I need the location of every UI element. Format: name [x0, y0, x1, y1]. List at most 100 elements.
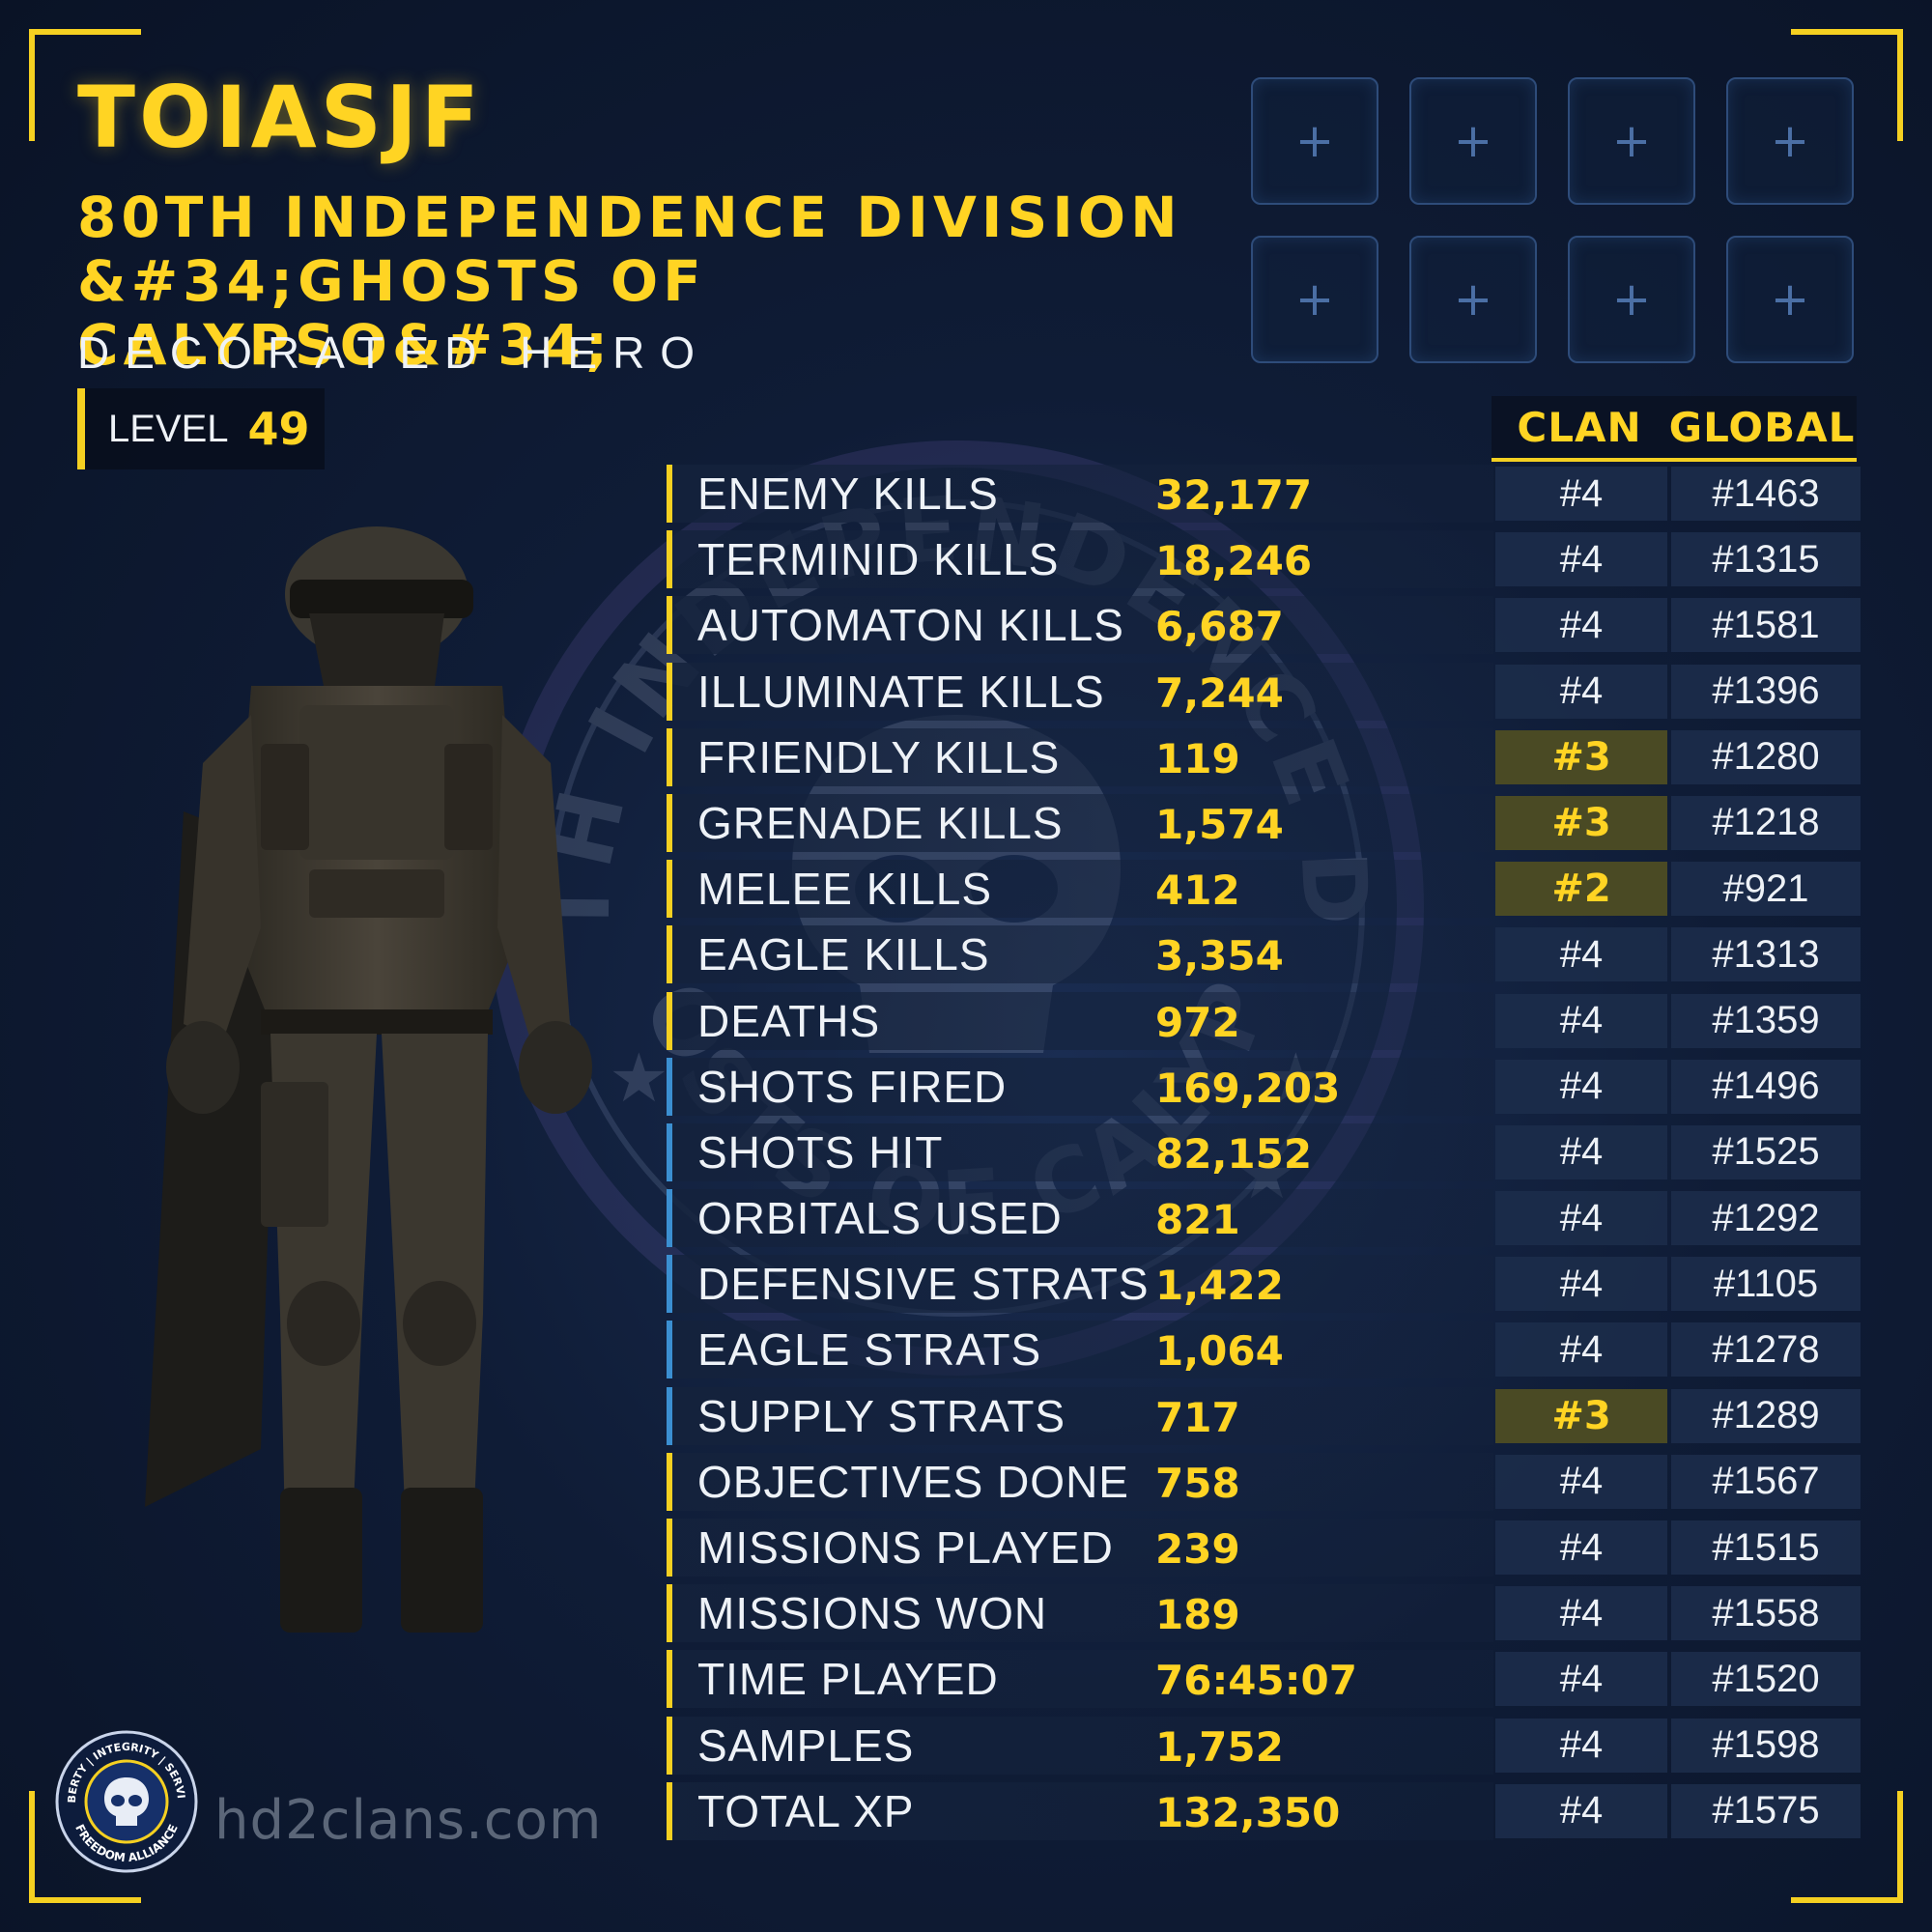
medal-slot-5[interactable]: +	[1251, 236, 1378, 363]
stat-value: 7,244	[1155, 668, 1284, 717]
stat-accent-bar	[667, 793, 672, 852]
stat-clan-rank: #4	[1495, 1586, 1667, 1641]
medal-slot-1[interactable]: +	[1251, 77, 1378, 205]
stat-name: OBJECTIVES DONE	[697, 1456, 1129, 1507]
stat-name: MISSIONS PLAYED	[697, 1522, 1114, 1573]
stat-name: TERMINID KILLS	[697, 534, 1060, 585]
stat-clan-rank: #4	[1495, 1454, 1667, 1509]
stat-global-rank: #1280	[1671, 729, 1861, 784]
stat-clan-rank: #4	[1495, 1124, 1667, 1179]
stat-clan-rank: #4	[1495, 1059, 1667, 1114]
player-rank-title: DECORATED HERO	[77, 327, 711, 378]
stat-accent-bar	[667, 1321, 672, 1379]
medal-slot-8[interactable]: +	[1726, 236, 1854, 363]
stat-row-background	[672, 1650, 1493, 1709]
stat-row: TERMINID KILLS 18,246 #4 #1315	[667, 526, 1864, 592]
stat-row-background	[672, 1057, 1493, 1116]
stat-global-rank: #1558	[1671, 1586, 1861, 1641]
stat-accent-bar	[667, 1386, 672, 1445]
stat-name: ENEMY KILLS	[697, 469, 999, 519]
stat-row-background	[672, 860, 1493, 919]
stat-value: 119	[1155, 734, 1240, 782]
stat-global-rank: #1105	[1671, 1257, 1861, 1312]
stat-name: MISSIONS WON	[697, 1588, 1048, 1639]
stat-value: 132,350	[1155, 1788, 1341, 1836]
stat-global-rank: #1289	[1671, 1388, 1861, 1443]
stat-global-rank: #1598	[1671, 1718, 1861, 1773]
stat-global-rank: #921	[1671, 862, 1861, 917]
stat-accent-bar	[667, 1650, 672, 1709]
stat-value: 6,687	[1155, 603, 1284, 651]
stat-row: TOTAL XP 132,350 #4 #1575	[667, 1778, 1864, 1844]
frame-corner-bottom-right	[1791, 1791, 1903, 1903]
stat-clan-rank: #4	[1495, 1191, 1667, 1246]
stat-name: GRENADE KILLS	[697, 797, 1064, 848]
stat-row: MISSIONS WON 189 #4 #1558	[667, 1580, 1864, 1646]
stat-value: 1,422	[1155, 1262, 1284, 1310]
stat-row: ILLUMINATE KILLS 7,244 #4 #1396	[667, 659, 1864, 724]
stat-name: ORBITALS USED	[697, 1193, 1063, 1244]
stat-name: SAMPLES	[697, 1719, 915, 1771]
stat-clan-rank: #4	[1495, 467, 1667, 521]
stat-row-background	[672, 1452, 1493, 1511]
stat-name: FRIENDLY KILLS	[697, 731, 1061, 782]
stat-global-rank: #1278	[1671, 1322, 1861, 1378]
medal-slot-6[interactable]: +	[1409, 236, 1537, 363]
clan-name: 80TH INDEPENDENCE DIVISION &#34;GHOSTS O…	[77, 185, 1182, 378]
stat-row-background	[672, 530, 1493, 589]
stat-value: 18,246	[1155, 537, 1313, 585]
stat-row: EAGLE KILLS 3,354 #4 #1313	[667, 922, 1864, 987]
stat-value: 76:45:07	[1155, 1657, 1357, 1705]
stat-value: 3,354	[1155, 932, 1284, 980]
column-header-clan-label: CLAN	[1517, 403, 1642, 451]
site-url[interactable]: hd2clans.com	[214, 1789, 603, 1852]
medal-slot-2[interactable]: +	[1409, 77, 1537, 205]
stat-row: FRIENDLY KILLS 119 #3 #1280	[667, 724, 1864, 790]
stat-clan-rank: #4	[1495, 664, 1667, 719]
stat-name: DEATHS	[697, 995, 881, 1046]
column-header-global: GLOBAL	[1667, 396, 1857, 462]
stat-accent-bar	[667, 1189, 672, 1248]
stat-accent-bar	[667, 530, 672, 589]
stat-name: TIME PLAYED	[697, 1654, 999, 1705]
stat-row-background	[672, 1519, 1493, 1577]
stat-name: SHOTS FIRED	[697, 1061, 1008, 1112]
stat-accent-bar	[667, 925, 672, 984]
stat-clan-rank: #4	[1495, 927, 1667, 982]
stat-value: 169,203	[1155, 1064, 1341, 1112]
stat-value: 821	[1155, 1196, 1240, 1244]
stat-name: DEFENSIVE STRATS	[697, 1259, 1150, 1310]
stat-row-background	[672, 925, 1493, 984]
medal-slot-7[interactable]: +	[1568, 236, 1695, 363]
medal-slot-3[interactable]: +	[1568, 77, 1695, 205]
stat-clan-rank: #4	[1495, 1652, 1667, 1707]
column-header-global-label: GLOBAL	[1668, 403, 1856, 451]
stat-clan-rank: #4	[1495, 1257, 1667, 1312]
stat-row-background	[672, 1321, 1493, 1379]
stat-row-background	[672, 465, 1493, 523]
stats-table: ENEMY KILLS 32,177 #4 #1463 TERMINID KILLS 18…	[667, 461, 1864, 1844]
stat-row-background	[672, 1255, 1493, 1314]
player-name: TOIASJF	[77, 68, 483, 167]
stat-name: TOTAL XP	[697, 1785, 915, 1836]
stat-name: SUPPLY STRATS	[697, 1390, 1066, 1441]
stat-global-rank: #1359	[1671, 993, 1861, 1048]
medal-slots-grid: + + + + + + + +	[1251, 77, 1854, 363]
stat-global-rank: #1515	[1671, 1520, 1861, 1575]
level-value: 49	[247, 403, 310, 455]
stat-clan-rank: #3	[1495, 795, 1667, 850]
stat-accent-bar	[667, 1452, 672, 1511]
stat-value: 717	[1155, 1393, 1240, 1441]
stat-accent-bar	[667, 1584, 672, 1643]
stat-accent-bar	[667, 465, 672, 523]
stat-global-rank: #1520	[1671, 1652, 1861, 1707]
svg-text:★: ★	[609, 1038, 669, 1118]
stat-clan-rank: #2	[1495, 862, 1667, 917]
stat-row: OBJECTIVES DONE 758 #4 #1567	[667, 1449, 1864, 1515]
stat-accent-bar	[667, 1716, 672, 1775]
stat-row-background	[672, 1122, 1493, 1181]
stat-value: 1,574	[1155, 800, 1284, 848]
medal-slot-4[interactable]: +	[1726, 77, 1854, 205]
soldier-character-render	[145, 526, 592, 1633]
stat-global-rank: #1567	[1671, 1454, 1861, 1509]
